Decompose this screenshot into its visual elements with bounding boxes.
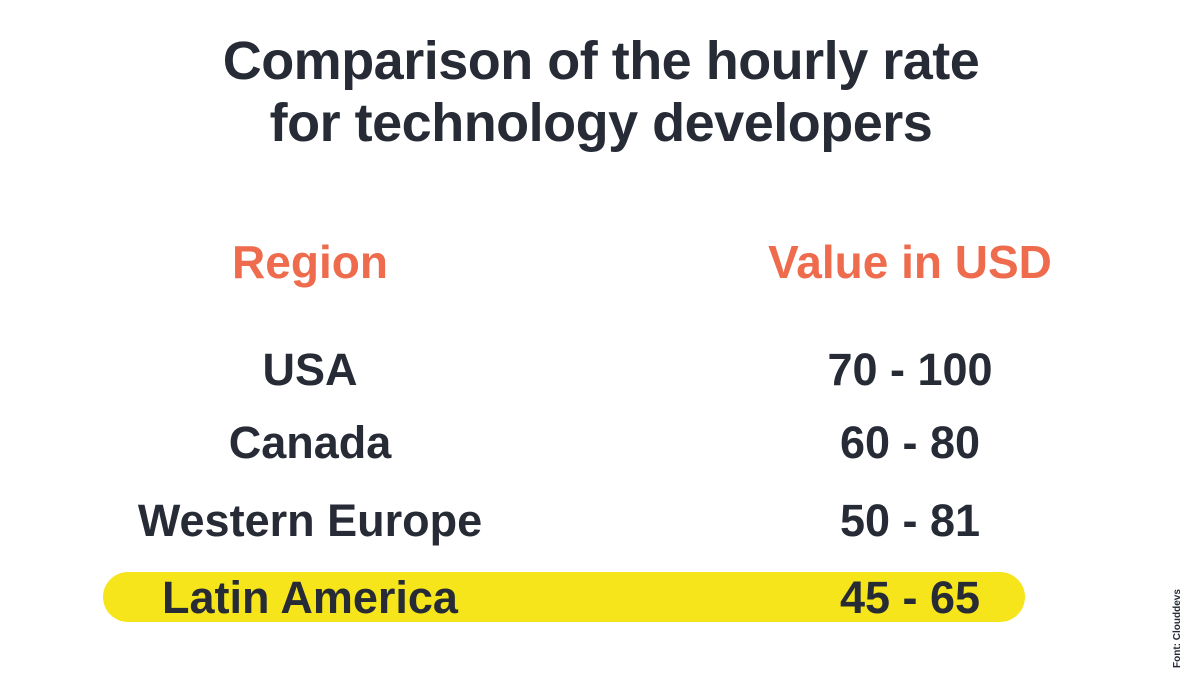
source-note: Font: Clouddevs (1172, 589, 1183, 668)
column-header-value: Value in USD (768, 236, 1052, 288)
value-cell: 50 - 81 (839, 495, 981, 546)
chart-title-line-2: for technology developers (269, 93, 933, 153)
value-cell: 60 - 80 (839, 417, 981, 468)
chart-title: Comparison of the hourly rate for techno… (0, 30, 1202, 154)
region-cell: Western Europe (137, 495, 483, 546)
table-row-usa: USA 70 - 100 (0, 340, 1202, 400)
value-cell: 45 - 65 (839, 572, 981, 623)
table-row-latin-america: Latin America 45 - 65 (0, 568, 1202, 628)
table-row-canada: Canada 60 - 80 (0, 413, 1202, 473)
value-cell: 70 - 100 (827, 344, 993, 395)
region-cell: USA (262, 344, 358, 395)
chart-title-line-1: Comparison of the hourly rate (222, 31, 980, 91)
region-cell: Latin America (162, 572, 458, 623)
table-row-western-europe: Western Europe 50 - 81 (0, 491, 1202, 551)
region-cell: Canada (228, 417, 392, 468)
highlight-bar (103, 572, 1025, 622)
column-header-region: Region (232, 236, 388, 288)
